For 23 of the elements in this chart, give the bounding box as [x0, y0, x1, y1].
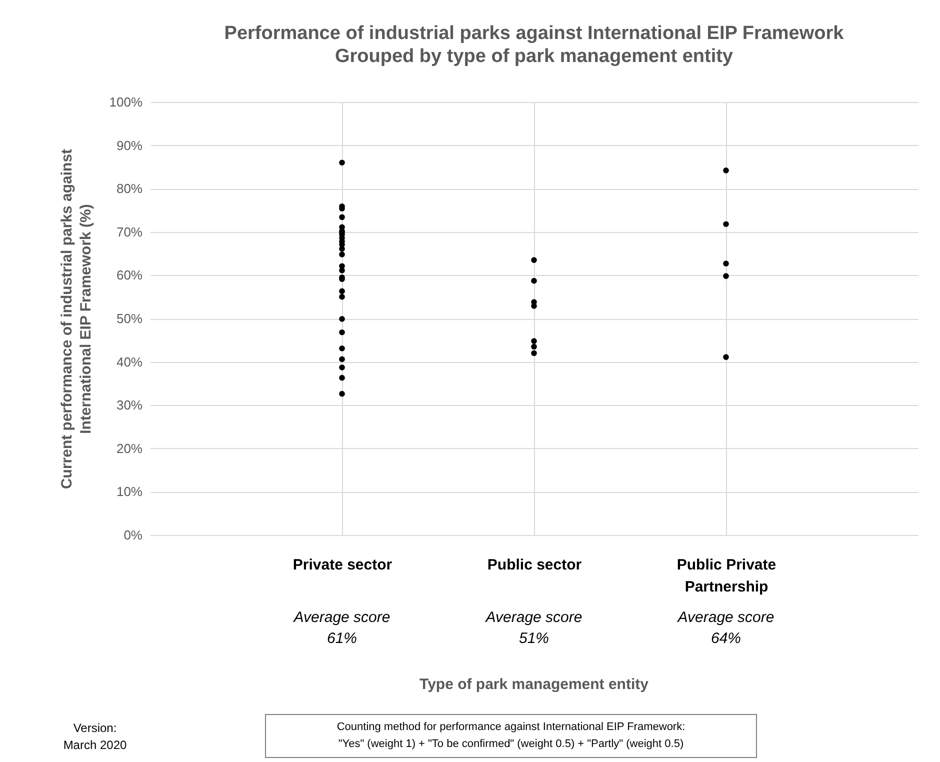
text: Average score 51% [484, 609, 582, 647]
y-tick-label: 50% [116, 311, 143, 326]
text: Average score 61% [292, 609, 390, 647]
x-tick-label: Public Private Partnership [676, 556, 776, 596]
y-tick-label: 70% [116, 224, 143, 240]
y-axis-title: Current performance of industrial parks against International EIP Framework (%) [58, 148, 94, 490]
y-tick-label: 40% [116, 354, 143, 370]
x-tick-label: Public sector [487, 556, 582, 574]
chart-title: Performance of industrial parks against International EIP Framework [224, 23, 844, 44]
y-tick-label: 90% [116, 138, 143, 153]
y-tick-label: 100% [109, 94, 143, 110]
y-tick-label: 30% [116, 398, 143, 413]
y-tick-label: 80% [116, 181, 143, 196]
text: Version: March 2020 [62, 720, 128, 754]
text: Average score 64% [676, 609, 774, 647]
text: Type of park management entity [420, 676, 650, 693]
y-tick-label: 20% [116, 440, 143, 456]
y-tick-label: 0% [124, 528, 143, 542]
note-box: Counting method for performance against International EIP Framework: "Yes" (weight 1) + "To be confirmed" (weight 0.5) + "Partly" (weight 0.5) [265, 714, 757, 758]
x-tick-label: Private sector [292, 556, 392, 574]
chart-subtitle: Grouped by type of park management entity [334, 46, 734, 67]
y-tick-label: 60% [116, 268, 143, 283]
y-tick-label: 10% [116, 484, 143, 500]
